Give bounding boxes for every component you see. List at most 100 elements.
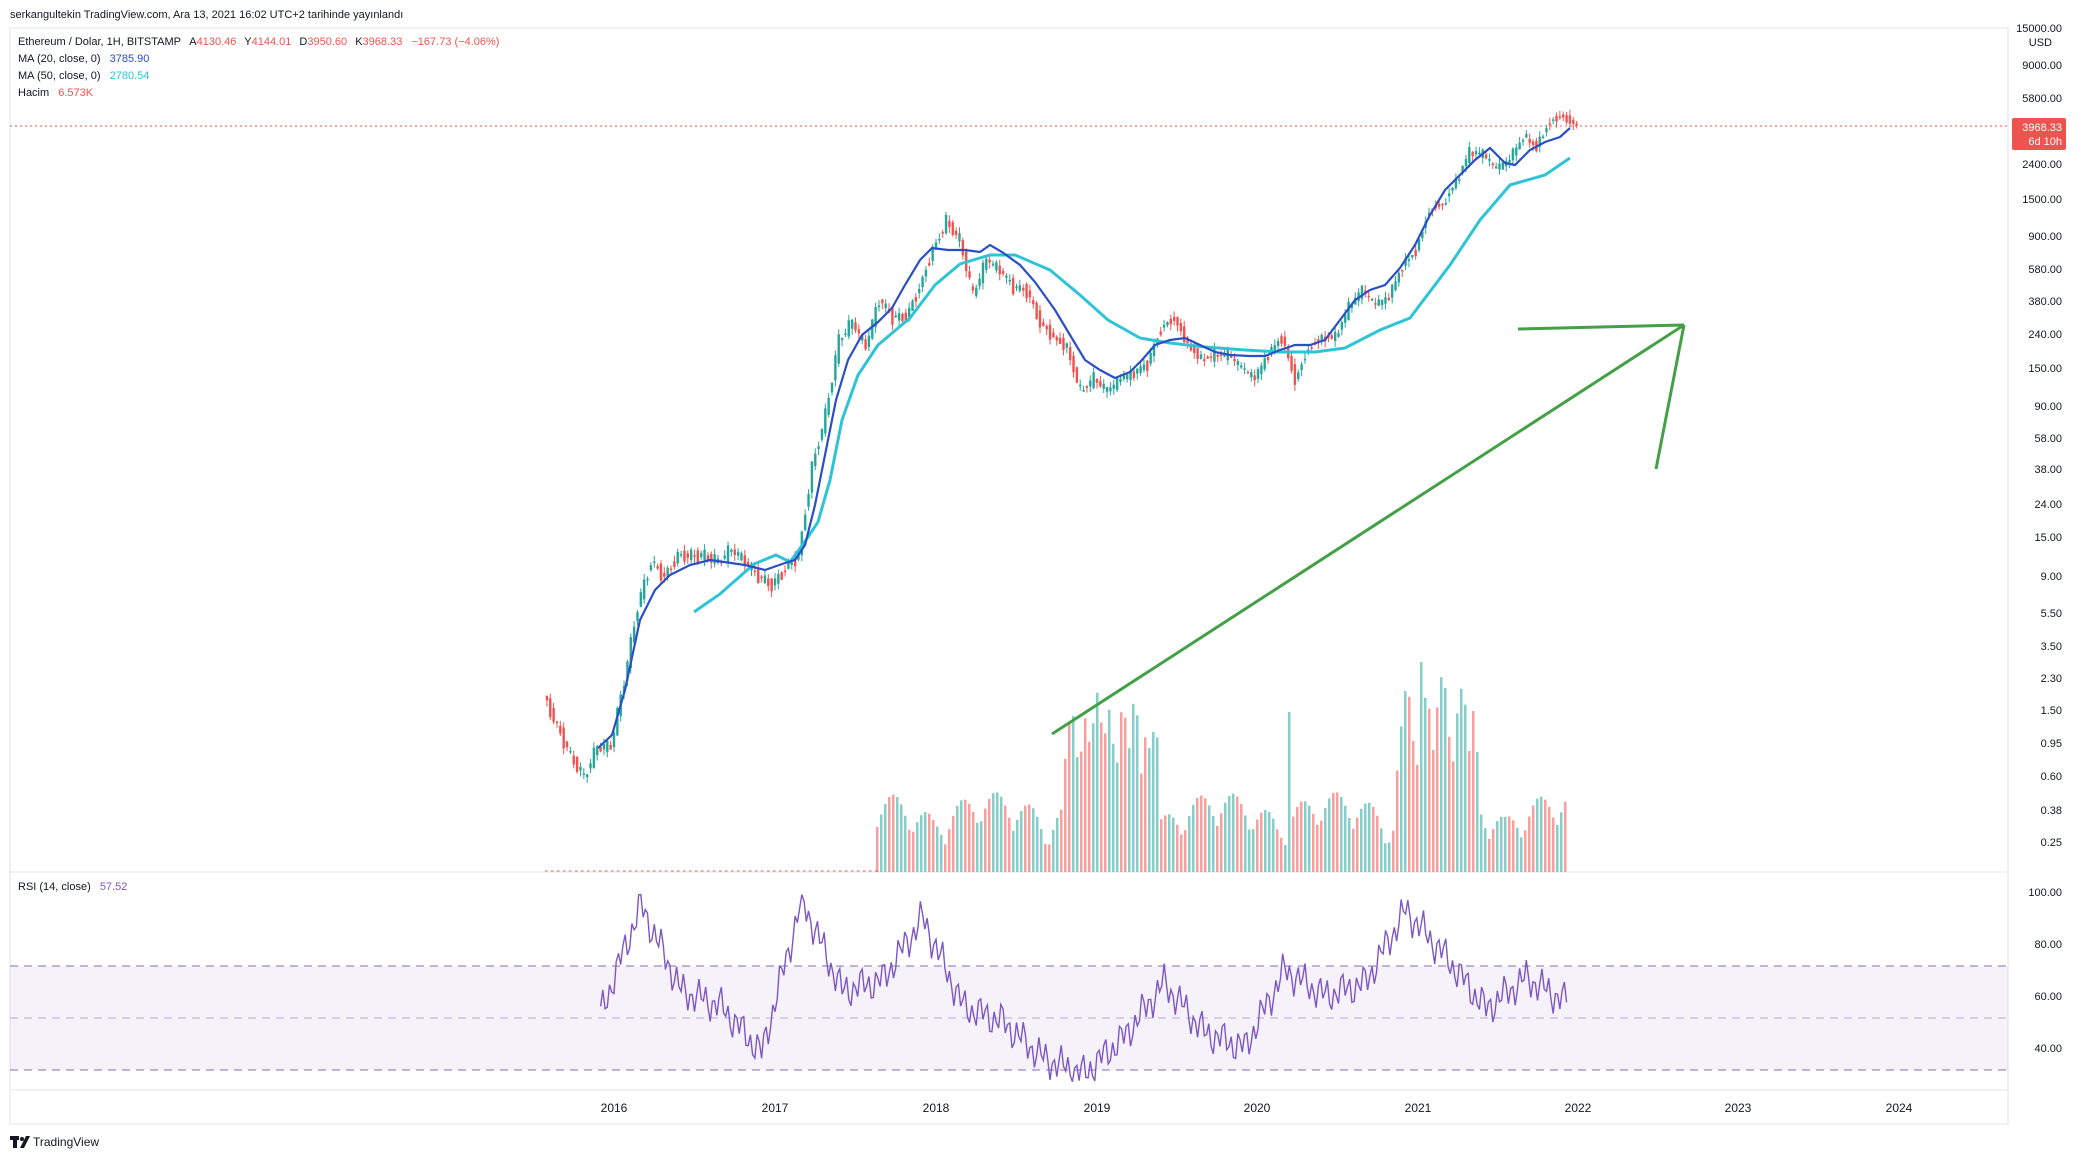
volume-bar bbox=[1556, 824, 1559, 872]
volume-bar bbox=[900, 804, 903, 872]
volume-bar bbox=[1116, 762, 1119, 872]
volume-bar bbox=[1168, 814, 1171, 872]
time-tick-label: 2021 bbox=[1405, 1101, 1432, 1115]
legend-volume-value: 6.573K bbox=[58, 87, 94, 99]
price-tick-label: 1.50 bbox=[2041, 705, 2062, 717]
volume-bar bbox=[1176, 824, 1179, 872]
price-axis[interactable]: 15000.009000.005800.002400.001500.00900.… bbox=[2016, 23, 2062, 849]
price-tick-label: 0.60 bbox=[2041, 771, 2062, 783]
candle-body bbox=[864, 339, 867, 350]
candle-body bbox=[1092, 372, 1095, 388]
volume-bar bbox=[1068, 721, 1071, 872]
volume-bar bbox=[791, 870, 794, 872]
volume-bar bbox=[671, 870, 674, 872]
time-tick-label: 2016 bbox=[601, 1101, 628, 1115]
candle-body bbox=[807, 493, 810, 507]
rsi-axis[interactable]: 100.00 80.00 60.00 40.00 bbox=[2028, 887, 2062, 1055]
volume-bar bbox=[749, 870, 752, 872]
candle-body bbox=[797, 554, 800, 560]
volume-bar bbox=[683, 870, 686, 872]
svg-text:Hacim 6.573K: Hacim 6.573K bbox=[18, 87, 94, 99]
candle-body bbox=[911, 300, 914, 311]
legend-ma50-value: 2780.54 bbox=[110, 70, 150, 82]
volume-bar bbox=[916, 822, 919, 872]
tradingview-brand[interactable]: TradingView bbox=[10, 1135, 99, 1149]
candle-body bbox=[1538, 136, 1541, 147]
volume-bar bbox=[1248, 829, 1251, 872]
volume-bar bbox=[1424, 697, 1427, 872]
volume-bar bbox=[581, 870, 584, 872]
candle-body bbox=[1032, 300, 1035, 305]
price-tick-label: 9000.00 bbox=[2022, 60, 2062, 72]
volume-bar bbox=[1304, 801, 1307, 872]
chart-border bbox=[9, 27, 2009, 1125]
volume-bar bbox=[952, 815, 955, 872]
volume-bar bbox=[1024, 805, 1027, 872]
legend-ma50[interactable]: MA (50, close, 0) 2780.54 bbox=[18, 70, 149, 82]
volume-bar bbox=[1252, 829, 1255, 872]
candle-body bbox=[1427, 212, 1431, 216]
volume-bar bbox=[1356, 817, 1359, 872]
volume-bar bbox=[1488, 839, 1491, 872]
candle-body bbox=[1122, 375, 1126, 379]
legend-rsi[interactable]: RSI (14, close) 57.52 bbox=[18, 881, 127, 893]
candle-body bbox=[1562, 114, 1565, 118]
volume-bar bbox=[1228, 795, 1231, 872]
candle-body bbox=[1159, 331, 1162, 335]
volume-bar bbox=[948, 829, 951, 872]
volume-bar bbox=[599, 870, 602, 872]
volume-bar bbox=[944, 844, 947, 872]
time-axis[interactable]: 2016 2017 2018 2019 2020 2021 2022 2023 2024 bbox=[601, 1101, 1913, 1115]
legend-ma20-label: MA (20, close, 0) bbox=[18, 53, 101, 65]
candle-body bbox=[1089, 380, 1092, 387]
candle-body bbox=[1206, 356, 1209, 359]
candle-body bbox=[1280, 336, 1283, 344]
volume-bar bbox=[869, 870, 872, 872]
volume-bar bbox=[980, 821, 983, 872]
volume-bar bbox=[1460, 688, 1463, 872]
candle-body bbox=[562, 727, 565, 749]
candle-body bbox=[1494, 166, 1498, 169]
volume-bar bbox=[779, 870, 782, 872]
legend-main[interactable]: Ethereum / Dolar, 1H, BITSTAMP A4130.46 … bbox=[18, 36, 499, 48]
volume-bar bbox=[1028, 804, 1031, 872]
volume-bar bbox=[1292, 816, 1295, 872]
candle-body bbox=[572, 755, 575, 765]
volume-bar bbox=[659, 870, 662, 872]
legend-ma20[interactable]: MA (20, close, 0) 3785.90 bbox=[18, 53, 149, 65]
candle-body bbox=[861, 334, 864, 341]
candle-body bbox=[871, 319, 874, 339]
legend-close-value: 3968.33 bbox=[363, 36, 403, 48]
candle-body bbox=[596, 746, 599, 756]
candle-body bbox=[934, 242, 938, 250]
candle-body bbox=[1464, 159, 1468, 167]
trend-arrow-drawing[interactable] bbox=[1051, 323, 1686, 736]
candle-body bbox=[1471, 151, 1474, 157]
volume-bar bbox=[1280, 837, 1283, 872]
volume-bar bbox=[551, 870, 554, 872]
rsi-line bbox=[599, 893, 1568, 1083]
candle-body bbox=[636, 612, 639, 621]
candle-body bbox=[918, 289, 921, 294]
volume-bar bbox=[936, 826, 939, 872]
volume-bar bbox=[1128, 748, 1131, 872]
candle-body bbox=[1149, 352, 1152, 364]
price-tick-label: 0.38 bbox=[2041, 805, 2062, 817]
volume-bar bbox=[1184, 830, 1187, 872]
volume-bar bbox=[629, 870, 632, 872]
volume-bar bbox=[851, 870, 854, 872]
candle-body bbox=[1112, 384, 1115, 389]
candle-body bbox=[837, 334, 840, 364]
svg-text:RSI (14, close) 57.52: RSI (14, close) 57.52 bbox=[18, 881, 127, 893]
candle-body bbox=[1213, 348, 1216, 362]
candle-body bbox=[877, 305, 881, 308]
candle-body bbox=[616, 707, 619, 736]
volume-bar bbox=[908, 829, 911, 872]
legend-volume[interactable]: Hacim 6.573K bbox=[18, 87, 94, 99]
candle-body bbox=[1478, 152, 1481, 155]
candle-body bbox=[1541, 136, 1545, 138]
legend-low-label: D bbox=[299, 36, 307, 48]
candle-body bbox=[555, 721, 559, 724]
candle-body bbox=[938, 238, 941, 241]
